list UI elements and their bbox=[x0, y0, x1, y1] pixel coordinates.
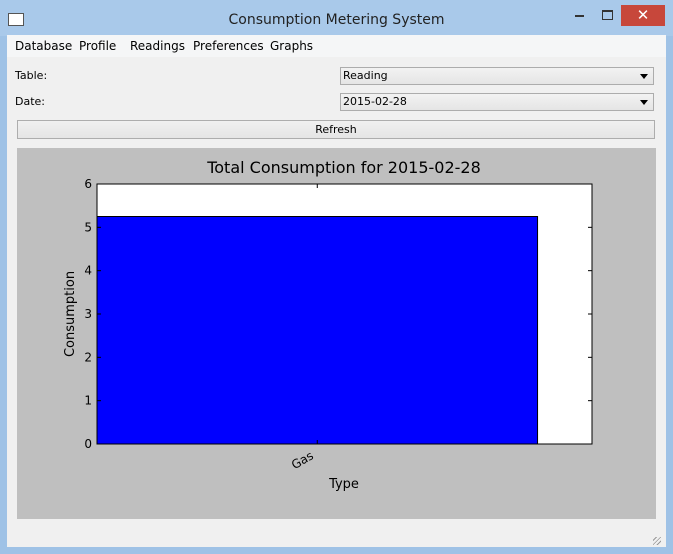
y-tick-label: 1 bbox=[84, 394, 92, 408]
maximize-button[interactable] bbox=[602, 10, 613, 20]
y-tick-label: 2 bbox=[84, 350, 92, 364]
x-axis-label: Type bbox=[328, 477, 359, 492]
y-tick-label: 6 bbox=[84, 177, 92, 191]
menu-item[interactable]: Preferences bbox=[193, 39, 264, 53]
menu-item[interactable]: Readings bbox=[130, 39, 185, 53]
menu-item[interactable]: Graphs bbox=[270, 39, 314, 53]
chart: Total Consumption for 2015-02-28 Type Co… bbox=[17, 148, 656, 519]
y-tick-label: 5 bbox=[84, 220, 92, 234]
menu-item[interactable]: Database bbox=[15, 39, 73, 53]
chart-title: Total Consumption for 2015-02-28 bbox=[206, 158, 481, 177]
close-button[interactable]: ✕ bbox=[621, 5, 665, 26]
date-combo[interactable]: 2015-02-28 bbox=[340, 93, 654, 111]
menu-item[interactable]: Profile bbox=[79, 39, 117, 53]
title-bar bbox=[0, 0, 673, 36]
minimize-button[interactable] bbox=[575, 15, 584, 17]
y-tick-label: 4 bbox=[84, 264, 92, 278]
y-tick-label: 3 bbox=[84, 307, 92, 321]
field-label: Table: bbox=[15, 69, 48, 82]
menu-bar bbox=[7, 35, 666, 57]
refresh-button[interactable]: Refresh bbox=[17, 120, 655, 139]
y-tick-label: 0 bbox=[84, 437, 92, 451]
field-label: Date: bbox=[15, 95, 45, 108]
table-combo[interactable]: Reading bbox=[340, 67, 654, 85]
window-title: Consumption Metering System bbox=[228, 12, 445, 28]
app-icon bbox=[8, 13, 24, 26]
bar bbox=[96, 216, 539, 445]
y-axis-label: Consumption bbox=[63, 271, 78, 357]
size-grip bbox=[653, 537, 661, 545]
